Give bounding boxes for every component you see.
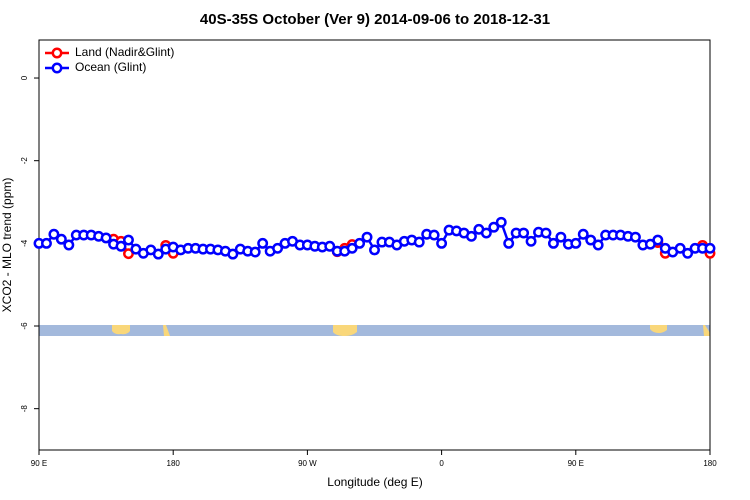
data-point: [123, 234, 134, 246]
data-point: [152, 248, 164, 260]
data-point: [324, 240, 336, 252]
y-axis-label: XCO2 - MLO trend (ppm): [0, 178, 14, 313]
x-tick-label: 180: [703, 459, 717, 468]
legend-marker: [51, 62, 63, 74]
data-point: [592, 239, 604, 251]
legend-label: Land (Nadir&Glint): [75, 45, 174, 59]
x-tick-label: 90 E: [31, 459, 47, 468]
chart-title: 40S-35S October (Ver 9) 2014-09-06 to 20…: [200, 11, 550, 28]
data-point: [63, 239, 75, 251]
data-point: [577, 228, 589, 240]
data-point: [48, 228, 60, 240]
y-tick-label: -2: [20, 157, 29, 165]
data-point: [704, 242, 716, 254]
data-point: [555, 231, 567, 243]
data-point: [272, 242, 284, 254]
data-point: [682, 247, 694, 259]
data-point: [540, 227, 552, 239]
data-point: [525, 235, 537, 247]
data-point: [488, 221, 500, 233]
map-strip: [39, 325, 710, 336]
data-point: [257, 237, 269, 249]
y-tick-label: -6: [20, 322, 29, 330]
data-point: [495, 216, 507, 228]
x-tick-label: 180: [167, 459, 181, 468]
data-point: [547, 237, 559, 249]
x-tick-label: 90 E: [568, 459, 584, 468]
data-point: [41, 237, 52, 249]
data-point: [249, 246, 261, 258]
data-point: [585, 234, 597, 246]
data-point: [570, 237, 582, 249]
data-point: [361, 231, 373, 243]
data-point: [413, 236, 425, 248]
data-point: [227, 248, 239, 260]
data-point: [346, 242, 358, 254]
data-point: [465, 230, 477, 242]
data-point: [100, 232, 112, 244]
y-tick-label: -8: [20, 405, 29, 413]
x-axis-label: Longitude (deg E): [327, 475, 422, 489]
y-tick-label: 0: [20, 75, 29, 80]
y-tick-label: -4: [20, 239, 29, 247]
data-point: [480, 227, 492, 239]
data-point: [428, 229, 440, 241]
x-tick-label: 90 W: [298, 459, 317, 468]
data-point: [652, 234, 664, 246]
data-point: [674, 242, 686, 254]
data-point: [369, 244, 380, 256]
legend-label: Ocean (Glint): [75, 60, 146, 74]
data-point: [115, 240, 127, 252]
data-point: [518, 227, 530, 239]
data-point: [123, 248, 134, 260]
x-tick-label: 0: [439, 459, 444, 468]
data-point: [629, 231, 641, 243]
data-point: [55, 233, 67, 245]
data-point: [436, 237, 448, 249]
data-point: [354, 237, 366, 249]
data-point: [503, 237, 515, 249]
legend-marker: [51, 47, 63, 59]
